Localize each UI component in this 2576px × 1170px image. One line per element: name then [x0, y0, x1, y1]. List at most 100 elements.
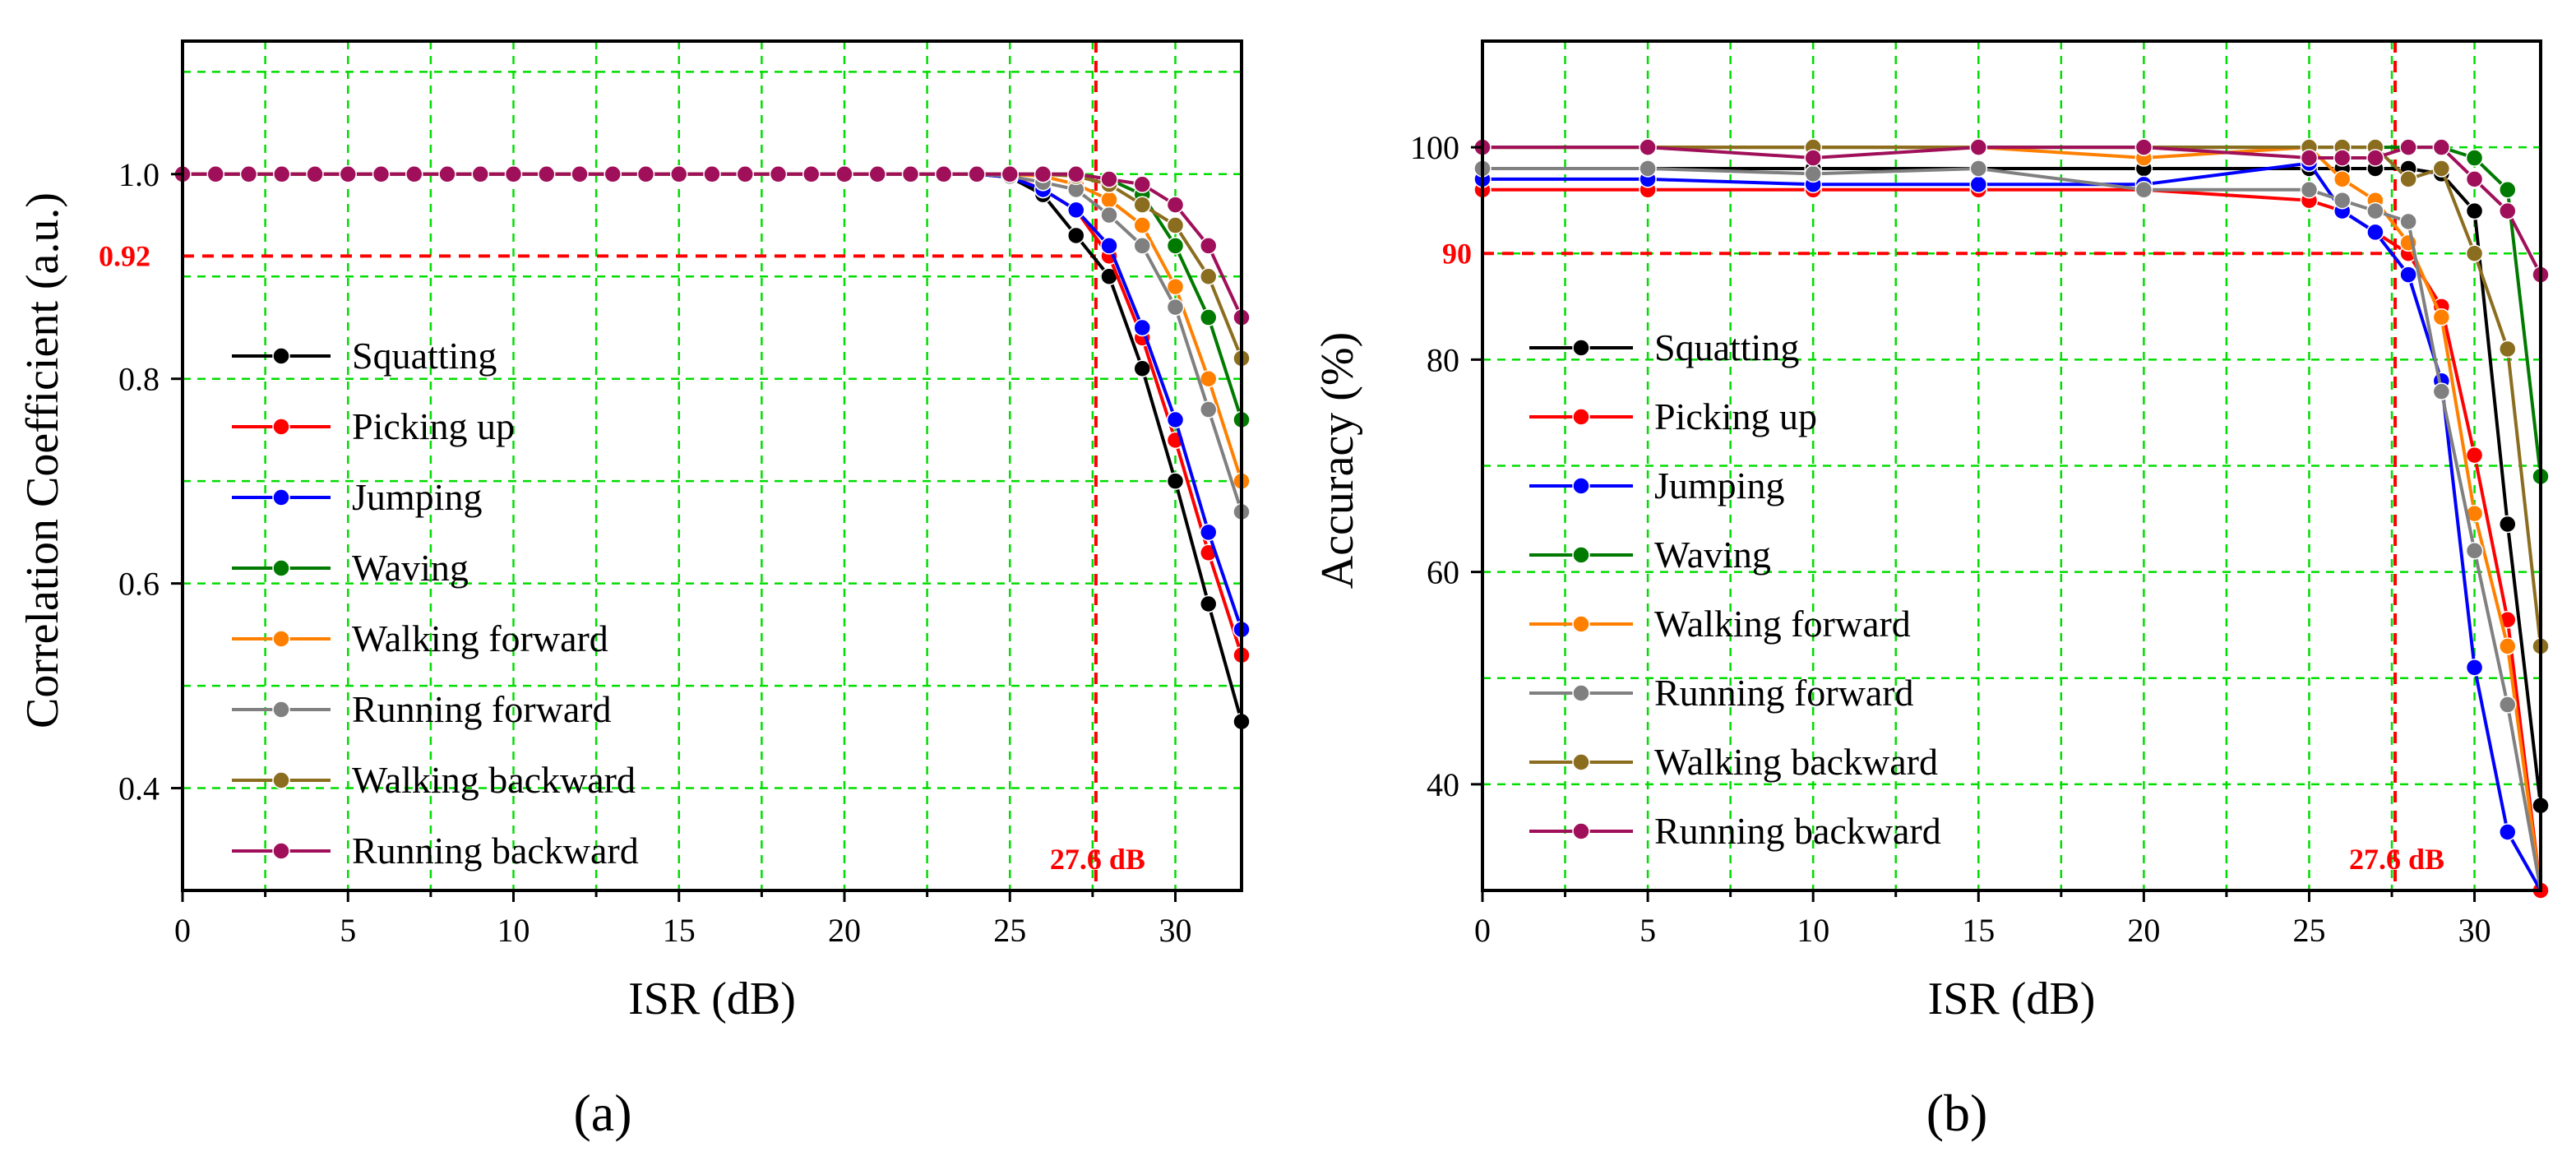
- data-point-running-forward: [2333, 191, 2352, 210]
- data-point-running-backward: [1067, 165, 1085, 183]
- data-point-walking-backward: [2432, 160, 2451, 178]
- legend-label-walking-forward: Walking forward: [1654, 603, 1911, 645]
- panel-a-label: (a): [573, 1084, 631, 1142]
- data-point-running-backward: [769, 165, 788, 183]
- threshold-x-label: 27.6 dB: [1050, 843, 1145, 876]
- series-line-jumping: [1482, 161, 2542, 891]
- threshold-y-label: 90: [1442, 237, 1472, 270]
- data-point-running-backward: [206, 165, 224, 183]
- data-point-running-forward: [1133, 237, 1151, 255]
- legend-label-waving: Waving: [352, 547, 469, 589]
- data-point-jumping: [1969, 175, 1988, 194]
- y-tick-label: 0.6: [118, 566, 160, 603]
- series-line-picking-up: [1482, 187, 2542, 891]
- series-line-walking-forward: [1482, 146, 2542, 891]
- legend: Squatting Picking up Jumping Waving Walking …: [1529, 326, 1941, 852]
- data-point-squatting: [1067, 226, 1085, 245]
- series-line-walking-backward: [183, 172, 1243, 359]
- data-point-running-backward: [2399, 138, 2417, 156]
- data-point-running-backward: [2432, 138, 2451, 156]
- data-point-running-backward: [339, 165, 357, 183]
- data-point-running-backward: [372, 165, 391, 183]
- legend-label-running-forward: Running forward: [352, 688, 612, 730]
- legend-label-walking-forward: Walking forward: [352, 617, 608, 659]
- data-point-running-backward: [1034, 165, 1052, 183]
- legend-label-jumping: Jumping: [352, 476, 482, 518]
- threshold-x-label: 27.6 dB: [2349, 843, 2444, 876]
- data-point-squatting: [2499, 515, 2517, 534]
- legend-label-running-forward: Running forward: [1654, 672, 1914, 714]
- data-point-running-backward: [636, 165, 655, 183]
- legend-marker-running-backward: [1572, 822, 1590, 840]
- data-point-running-forward: [1639, 160, 1657, 178]
- data-point-running-backward: [802, 165, 821, 183]
- data-point-running-backward: [1969, 138, 1988, 156]
- data-point-running-backward: [504, 165, 523, 183]
- data-point-running-backward: [239, 165, 258, 183]
- data-point-running-backward: [1133, 175, 1151, 193]
- y-tick-label: 40: [1427, 766, 1459, 803]
- data-point-walking-forward: [2333, 170, 2352, 188]
- data-point-running-forward: [1100, 206, 1118, 224]
- data-point-jumping: [1100, 237, 1118, 255]
- data-point-waving: [2465, 149, 2484, 167]
- data-point-running-forward: [2300, 181, 2319, 199]
- series-line-walking-backward: [1482, 146, 2542, 647]
- legend-marker-waving: [1572, 546, 1590, 564]
- data-point-jumping: [1166, 410, 1185, 429]
- data-point-waving: [1200, 308, 1218, 326]
- data-point-running-backward: [471, 165, 489, 183]
- data-point-running-backward: [438, 165, 456, 183]
- threshold-y-label: 0.92: [99, 239, 150, 272]
- data-point-running-backward: [670, 165, 688, 183]
- data-point-running-backward: [736, 165, 754, 183]
- data-point-waving: [2499, 181, 2517, 199]
- data-point-running-backward: [604, 165, 622, 183]
- data-point-walking-forward: [2499, 637, 2517, 655]
- data-point-running-backward: [835, 165, 853, 183]
- data-point-squatting: [1200, 594, 1218, 613]
- y-tick-label: 1.0: [118, 156, 160, 193]
- data-point-running-backward: [273, 165, 291, 183]
- data-point-running-backward: [2499, 201, 2517, 220]
- legend-marker-walking-backward: [272, 771, 290, 789]
- data-point-walking-backward: [2399, 170, 2417, 188]
- data-point-running-backward: [1100, 170, 1118, 188]
- data-point-running-backward: [2134, 138, 2153, 156]
- data-point-running-backward: [2465, 170, 2484, 188]
- legend-marker-walking-forward: [272, 630, 290, 648]
- data-point-jumping: [1200, 523, 1218, 542]
- legend-marker-running-forward: [1572, 684, 1590, 702]
- series-line-running-forward: [183, 172, 1243, 513]
- data-point-jumping: [1133, 318, 1151, 337]
- data-point-running-forward: [2432, 382, 2451, 400]
- data-point-running-forward: [2134, 181, 2153, 199]
- data-point-squatting: [1166, 472, 1185, 490]
- data-point-running-backward: [1639, 138, 1657, 156]
- legend-label-walking-backward: Walking backward: [352, 759, 636, 801]
- x-tick-label: 0: [174, 912, 191, 949]
- data-point-running-forward: [2499, 696, 2517, 714]
- data-point-running-forward: [1804, 164, 1822, 183]
- data-point-walking-backward: [1166, 216, 1185, 234]
- legend: Squatting Picking up Jumping Waving Walking …: [232, 335, 639, 872]
- legend-label-squatting: Squatting: [1654, 326, 1799, 368]
- plot-frame: [1481, 39, 2542, 892]
- x-tick-label: 15: [663, 912, 696, 949]
- x-tick-label: 5: [1639, 912, 1656, 949]
- x-tick-label: 15: [1962, 912, 1995, 949]
- data-point-picking-up: [2465, 446, 2484, 465]
- x-tick-label: 20: [2127, 912, 2160, 949]
- legend-marker-walking-forward: [1572, 615, 1590, 633]
- data-point-jumping: [2399, 266, 2417, 284]
- legend-label-squatting: Squatting: [352, 335, 497, 377]
- x-tick-label: 10: [1797, 912, 1829, 949]
- data-point-running-backward: [1001, 165, 1019, 183]
- data-point-running-backward: [868, 165, 886, 183]
- legend-marker-running-forward: [272, 701, 290, 719]
- data-point-running-backward: [1804, 149, 1822, 167]
- data-point-walking-forward: [1133, 216, 1151, 234]
- legend-label-waving: Waving: [1654, 534, 1771, 576]
- data-point-walking-backward: [2499, 340, 2517, 358]
